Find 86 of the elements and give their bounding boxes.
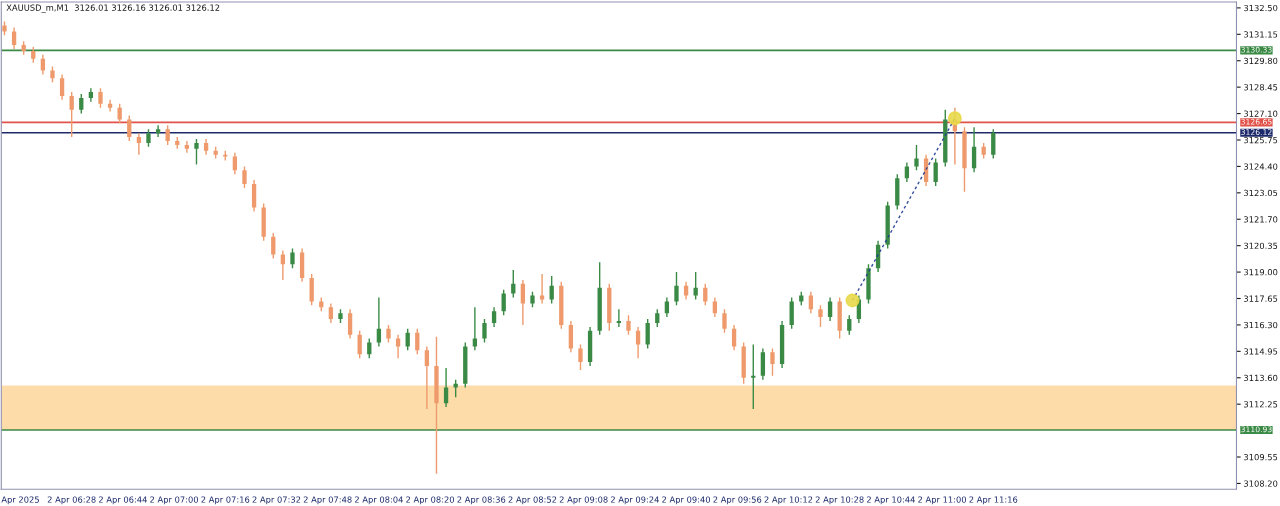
candlestick xyxy=(789,296,794,330)
y-tick-label: 3132.50 xyxy=(1244,4,1278,12)
candlestick xyxy=(568,320,574,354)
candlestick xyxy=(674,271,679,307)
candlestick xyxy=(664,296,670,318)
y-tick-label: 3127.10 xyxy=(1244,110,1278,117)
candlestick xyxy=(194,138,199,166)
y-tick-label: 3112.25 xyxy=(1244,401,1278,408)
y-tick-label: 3114.95 xyxy=(1244,348,1278,355)
x-tick-label: 2 Apr 07:32 xyxy=(252,496,301,505)
candlestick xyxy=(376,296,382,348)
x-tick-label: 2 Apr 06:44 xyxy=(98,496,147,505)
candlestick xyxy=(11,26,17,50)
x-tick-label: Apr 2025 xyxy=(1,496,39,505)
candlestick xyxy=(59,73,65,101)
y-tick-label: 3109.55 xyxy=(1244,453,1278,461)
x-tick-label: 2 Apr 06:28 xyxy=(47,496,96,505)
y-tick-label: 3119.00 xyxy=(1244,269,1278,276)
y-tick-label: 3124.40 xyxy=(1244,163,1278,170)
candlestick xyxy=(933,157,938,187)
candlestick xyxy=(242,165,247,189)
candlestick xyxy=(347,308,353,340)
candlestick xyxy=(616,308,622,328)
y-tick-label: 3113.60 xyxy=(1244,374,1278,382)
y-tick-label: 3117.65 xyxy=(1244,295,1278,302)
candlestick xyxy=(818,304,823,328)
x-tick-label: 2 Apr 10:12 xyxy=(764,496,813,505)
candlestick xyxy=(40,54,46,76)
y-tick-label: 3116.30 xyxy=(1244,321,1278,329)
candlestick xyxy=(424,345,430,410)
candlestick xyxy=(904,161,910,183)
candlestick xyxy=(69,91,74,138)
x-tick-label: 2 Apr 07:00 xyxy=(150,496,199,505)
y-tick-label: 3131.15 xyxy=(1244,31,1278,38)
y-tick-label: 3108.20 xyxy=(1244,480,1278,487)
x-tick-label: 2 Apr 07:16 xyxy=(201,496,250,505)
candlestick xyxy=(645,318,650,350)
y-tick-label: 3128.45 xyxy=(1244,84,1278,91)
candlestick xyxy=(165,124,170,146)
candlestick xyxy=(280,249,286,281)
candlestick xyxy=(290,247,295,269)
candlestick xyxy=(626,314,631,336)
y-tick-label: 3123.05 xyxy=(1244,189,1278,197)
candlestick xyxy=(693,271,698,301)
candlestick xyxy=(760,347,766,381)
x-tick-label: 2 Apr 09:24 xyxy=(610,496,659,505)
candlestick xyxy=(251,179,257,213)
x-tick-label: 2 Apr 08:36 xyxy=(457,496,506,505)
candlestick xyxy=(127,114,132,142)
x-tick-label: 2 Apr 11:00 xyxy=(918,496,967,505)
x-tick-label: 2 Apr 10:44 xyxy=(866,496,915,505)
y-tick-label: 3125.75 xyxy=(1244,136,1278,144)
y-tick-label: 3129.80 xyxy=(1244,57,1278,65)
candlestick xyxy=(155,124,161,138)
candlestick xyxy=(79,93,84,115)
chart-title: XAUUSD_m,M1 3126.01 3126.16 3126.01 3126.12 xyxy=(6,4,220,13)
candlestick xyxy=(971,126,977,173)
candlestick xyxy=(770,347,775,377)
candlestick xyxy=(107,99,113,113)
x-tick-label: 2 Apr 09:40 xyxy=(662,496,711,505)
x-tick-label: 2 Apr 10:28 xyxy=(815,496,864,505)
candlestick xyxy=(914,144,919,172)
candlestick xyxy=(578,343,583,371)
candlestick xyxy=(847,314,852,336)
candlestick xyxy=(991,128,996,160)
candlestick xyxy=(136,132,142,156)
x-tick-label: 2 Apr 08:52 xyxy=(508,496,557,505)
candlestick xyxy=(827,296,833,322)
candlestick xyxy=(511,269,516,299)
x-tick-label: 2 Apr 11:16 xyxy=(969,496,1018,505)
candlestick xyxy=(309,273,314,307)
x-tick-label: 2 Apr 07:48 xyxy=(303,496,352,505)
y-tick-label: 3121.70 xyxy=(1244,216,1278,223)
candlestick xyxy=(712,296,718,318)
candlestick xyxy=(751,343,756,410)
x-tick-label: 2 Apr 09:08 xyxy=(559,496,608,505)
x-tick-label: 2 Apr 09:56 xyxy=(713,496,762,505)
candlestick xyxy=(328,302,334,324)
candlestick xyxy=(482,318,487,344)
x-tick-label: 2 Apr 08:20 xyxy=(406,496,455,505)
candlestick xyxy=(184,140,190,154)
candlestick xyxy=(98,87,103,109)
y-tick-label: 3120.35 xyxy=(1244,242,1278,249)
candlestick xyxy=(722,308,727,334)
candlestick xyxy=(491,306,497,328)
x-tick-label: 2 Apr 08:04 xyxy=(354,496,403,505)
